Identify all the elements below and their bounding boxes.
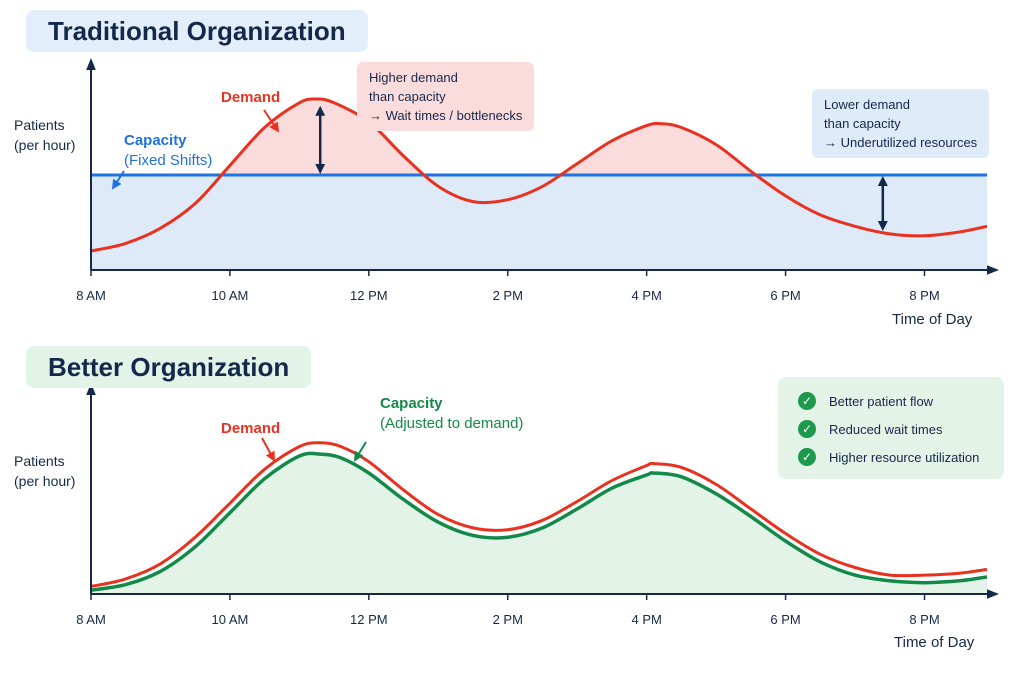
x-axis-title: Time of Day [892, 311, 973, 328]
note-low-line-2: than capacity [824, 116, 901, 131]
demand-line [90, 441, 988, 588]
y-axis-label: Patients (per hour) [14, 115, 75, 155]
demand-label: Demand [221, 420, 281, 437]
note-high-line-1: Higher demand [369, 70, 458, 85]
demand-label: Demand [221, 89, 281, 106]
note-high-line-3: → Wait times / bottlenecks [369, 108, 523, 123]
better-panel: Better Organization Patients (per hour) … [0, 336, 1024, 683]
x-tick-label: 4 PM [631, 612, 662, 627]
traditional-chart [86, 58, 999, 276]
y-axis-label-line-1: Patients [14, 117, 65, 133]
note-high-demand: Higher demand than capacity → Wait times… [357, 62, 535, 131]
demand-pointer [261, 437, 275, 462]
y-axis-label-line-2: (per hour) [14, 473, 76, 489]
check-circle-icon: ✓ [798, 448, 816, 466]
benefit-text: Better patient flow [829, 393, 934, 409]
demand-pointer [263, 109, 280, 133]
better-chart [86, 383, 999, 600]
note-low-demand: Lower demand than capacity → Underutiliz… [812, 89, 990, 158]
x-tick-label: 2 PM [492, 612, 523, 627]
capacity-label: Capacity (Adjusted to demand) [380, 394, 523, 434]
benefit-item: ✓ Higher resource utilization [798, 447, 979, 467]
capacity-label-text: Capacity [124, 132, 187, 149]
x-tick-label: 4 PM [631, 288, 662, 303]
note-low-line-1: Lower demand [824, 97, 910, 112]
excess-demand-area [91, 98, 987, 175]
x-tick-label: 8 PM [909, 612, 940, 627]
capacity-area [91, 453, 987, 594]
benefits-box: ✓ Better patient flow ✓ Reduced wait tim… [778, 377, 1004, 479]
traditional-panel: Traditional Organization Patients (per h… [0, 0, 1024, 336]
note-low-line-3: → Underutilized resources [824, 135, 978, 150]
x-tick-label: 6 PM [770, 612, 801, 627]
capacity-pointer [353, 441, 367, 462]
y-axis-label-line-1: Patients [14, 453, 65, 469]
capacity-label-text: Capacity [380, 395, 443, 412]
note-high-line-2: than capacity [369, 89, 446, 104]
benefit-item: ✓ Reduced wait times [798, 419, 942, 439]
x-tick-label: 12 PM [350, 612, 388, 627]
x-axis-title: Time of Day [894, 634, 975, 651]
x-tick-label: 6 PM [770, 288, 801, 303]
traditional-title: Traditional Organization [26, 10, 368, 52]
x-tick-label: 8 AM [76, 288, 106, 303]
check-circle-icon: ✓ [798, 392, 816, 410]
y-axis-label-line-2: (per hour) [14, 137, 76, 153]
x-tick-label: 12 PM [350, 288, 388, 303]
y-axis-label: Patients (per hour) [14, 451, 75, 491]
x-tick-label: 10 AM [211, 288, 249, 303]
benefit-text: Higher resource utilization [829, 449, 980, 465]
x-tick-label: 8 PM [909, 288, 940, 303]
check-circle-icon: ✓ [798, 420, 816, 438]
capacity-pointer [111, 170, 125, 190]
demand-line [90, 97, 988, 253]
x-tick-label: 10 AM [211, 612, 249, 627]
capacity-sub-label: (Fixed Shifts) [124, 152, 213, 169]
x-tick-label: 8 AM [76, 612, 106, 627]
capacity-line [90, 451, 988, 592]
x-tick-label: 2 PM [492, 288, 523, 303]
benefit-text: Reduced wait times [829, 421, 943, 437]
capacity-sub-label: (Adjusted to demand) [380, 415, 524, 432]
benefit-item: ✓ Better patient flow [798, 391, 933, 411]
better-title: Better Organization [26, 346, 312, 388]
capacity-label: Capacity (Fixed Shifts) [124, 131, 212, 171]
